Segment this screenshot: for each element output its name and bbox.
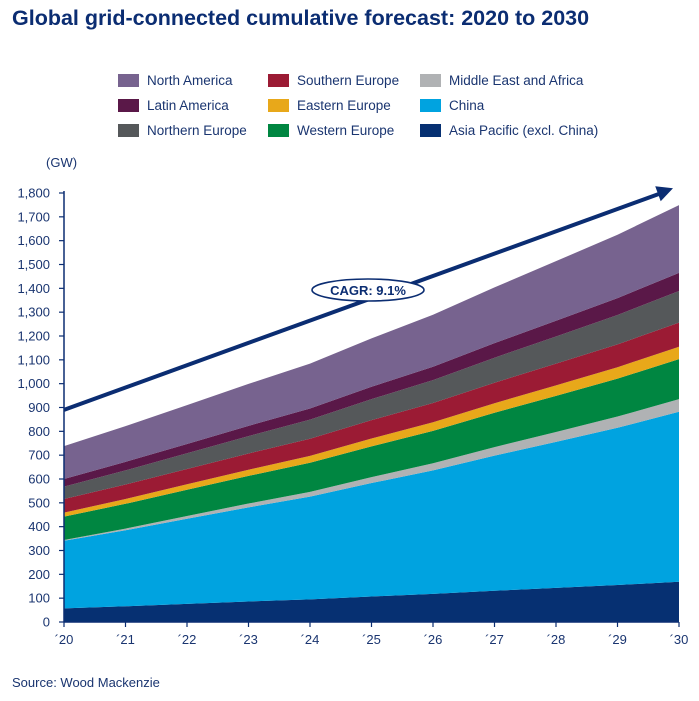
legend-label: Northern Europe	[147, 123, 247, 138]
y-tick-label: 1,800	[17, 186, 50, 201]
area-eastern-europe	[64, 346, 679, 517]
y-tick-label: 500	[28, 495, 50, 510]
y-tick-label: 1,100	[17, 352, 50, 367]
legend-swatch	[420, 74, 441, 87]
x-tick-label: ´25	[362, 632, 381, 647]
cagr-arrow-head	[655, 186, 673, 202]
legend-item: North America	[118, 73, 233, 88]
x-tick-label: ´22	[178, 632, 197, 647]
legend-swatch	[420, 124, 441, 137]
source-note: Source: Wood Mackenzie	[12, 675, 160, 690]
area-western-europe	[64, 359, 679, 541]
legend-label: China	[449, 98, 485, 113]
chart-title: Global grid-connected cumulative forecas…	[12, 6, 590, 30]
y-tick-label: 1,600	[17, 233, 50, 248]
y-tick-label: 0	[43, 615, 50, 630]
x-tick-label: ´28	[547, 632, 566, 647]
legend-label: Southern Europe	[297, 73, 400, 88]
y-tick-label: 1,300	[17, 305, 50, 320]
cagr-label-oval	[311, 278, 425, 302]
area-southern-europe	[64, 322, 679, 513]
legend-label: Western Europe	[297, 123, 395, 138]
area-latin-america	[64, 272, 679, 487]
x-tick-label: ´21	[116, 632, 135, 647]
x-tick-label: ´27	[485, 632, 504, 647]
legend-item: Middle East and Africa	[420, 73, 583, 88]
x-tick-label: ´24	[301, 632, 320, 647]
legend-swatch	[118, 99, 139, 112]
y-tick-label: 300	[28, 543, 50, 558]
legend-swatch	[118, 74, 139, 87]
legend-swatch	[268, 74, 289, 87]
y-tick-label: 600	[28, 472, 50, 487]
y-tick-label: 1,700	[17, 209, 50, 224]
legend-label: Latin America	[147, 98, 229, 113]
legend-item: Western Europe	[268, 123, 394, 138]
legend-label: Asia Pacific (excl. China)	[449, 123, 599, 138]
y-tick-label: 200	[28, 567, 50, 582]
y-tick-label: 900	[28, 400, 50, 415]
y-tick-label: 700	[28, 448, 50, 463]
legend-label: Middle East and Africa	[449, 73, 584, 88]
y-tick-label: 1,400	[17, 281, 50, 296]
x-tick-label: ´29	[608, 632, 627, 647]
area-northern-europe	[64, 290, 679, 500]
legend-item: Asia Pacific (excl. China)	[420, 123, 598, 138]
legend-label: Eastern Europe	[297, 98, 391, 113]
y-tick-label: 400	[28, 519, 50, 534]
y-tick-label: 100	[28, 591, 50, 606]
legend-swatch	[268, 124, 289, 137]
legend-item: Southern Europe	[268, 73, 399, 88]
area-china	[64, 411, 679, 609]
x-tick-label: ´20	[55, 632, 74, 647]
area-north-america	[64, 205, 679, 479]
y-axis-label: (GW)	[46, 155, 77, 170]
legend-item: Eastern Europe	[268, 98, 391, 113]
legend-swatch	[268, 99, 289, 112]
x-tick-label: ´30	[670, 632, 689, 647]
legend-swatch	[420, 99, 441, 112]
y-tick-label: 1,200	[17, 329, 50, 344]
legend-item: Latin America	[118, 98, 229, 113]
legend-label: North America	[147, 73, 233, 88]
legend-item: Northern Europe	[118, 123, 247, 138]
y-tick-label: 800	[28, 424, 50, 439]
legend-item: China	[420, 98, 484, 113]
x-tick-label: ´23	[239, 632, 258, 647]
y-tick-label: 1,000	[17, 376, 50, 391]
y-tick-label: 1,500	[17, 257, 50, 272]
area-asia-pacific-excl-china-	[64, 581, 679, 622]
x-tick-label: ´26	[424, 632, 443, 647]
legend-swatch	[118, 124, 139, 137]
cagr-label: CAGR: 9.1%	[330, 283, 406, 298]
